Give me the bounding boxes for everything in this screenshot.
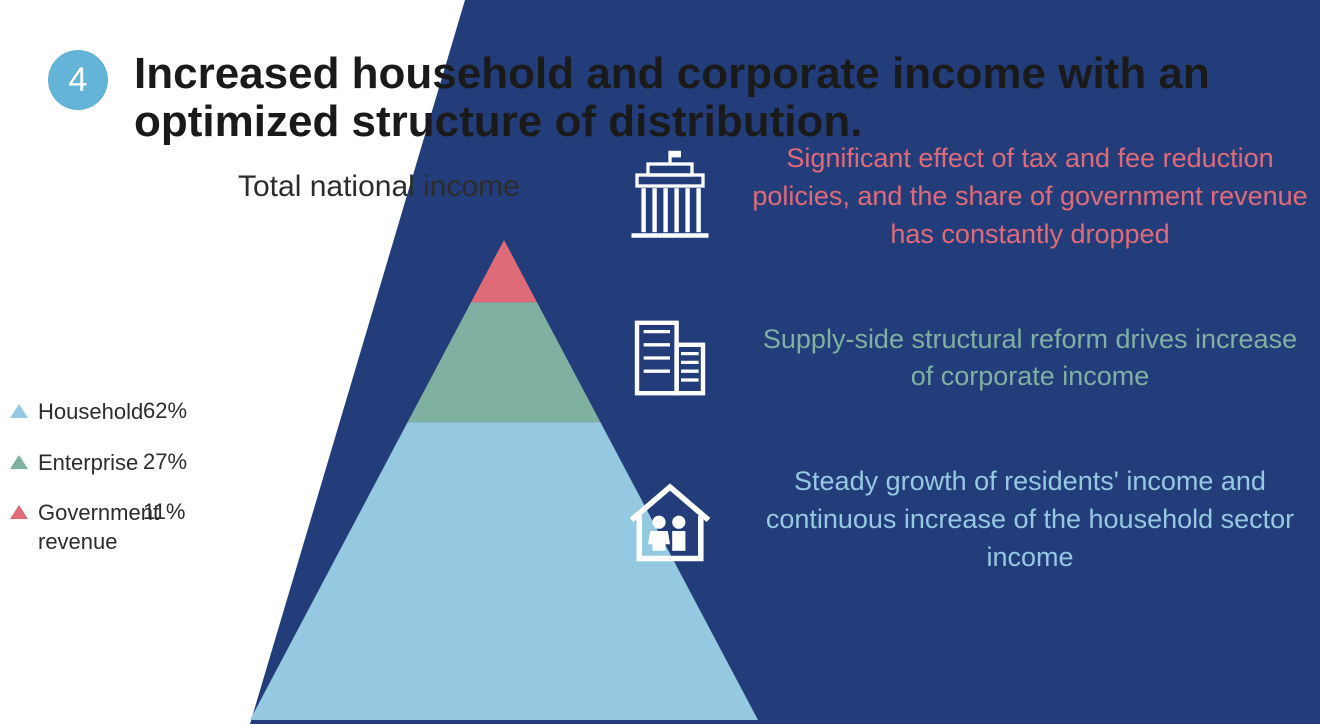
legend-value: 27% — [143, 449, 193, 475]
legend-marker — [10, 455, 28, 469]
chart-title: Total national income — [238, 170, 520, 204]
section-badge: 4 — [48, 50, 108, 110]
callout-icon-wrap — [600, 142, 740, 252]
legend: Household62%Enterprise27%Government reve… — [10, 398, 220, 578]
legend-value: 11% — [143, 499, 193, 525]
legend-value: 62% — [143, 398, 193, 424]
callout-text: Supply-side structural reform drives inc… — [740, 321, 1320, 397]
legend-marker — [10, 505, 28, 519]
callout-row: Significant effect of tax and fee reduct… — [600, 140, 1320, 253]
callout-row: Steady growth of residents' income and c… — [600, 463, 1320, 576]
pyramid-segment-government — [471, 240, 537, 302]
legend-label: Government revenue — [38, 499, 143, 556]
house-people-icon — [615, 465, 725, 575]
gov-building-icon — [615, 142, 725, 252]
page-title: Increased household and corporate income… — [134, 50, 1304, 147]
callout-icon-wrap — [600, 465, 740, 575]
legend-row: Enterprise27% — [10, 449, 220, 478]
legend-label: Household — [38, 398, 143, 427]
pyramid-segment-enterprise — [407, 302, 600, 422]
callout-row: Supply-side structural reform drives inc… — [600, 303, 1320, 413]
office-building-icon — [615, 303, 725, 413]
callout-text: Steady growth of residents' income and c… — [740, 463, 1320, 576]
legend-label: Enterprise — [38, 449, 143, 478]
legend-row: Government revenue11% — [10, 499, 220, 556]
legend-marker — [10, 404, 28, 418]
section-number: 4 — [69, 61, 88, 100]
callouts: Significant effect of tax and fee reduct… — [600, 140, 1320, 627]
legend-row: Household62% — [10, 398, 220, 427]
callout-icon-wrap — [600, 303, 740, 413]
callout-text: Significant effect of tax and fee reduct… — [740, 140, 1320, 253]
